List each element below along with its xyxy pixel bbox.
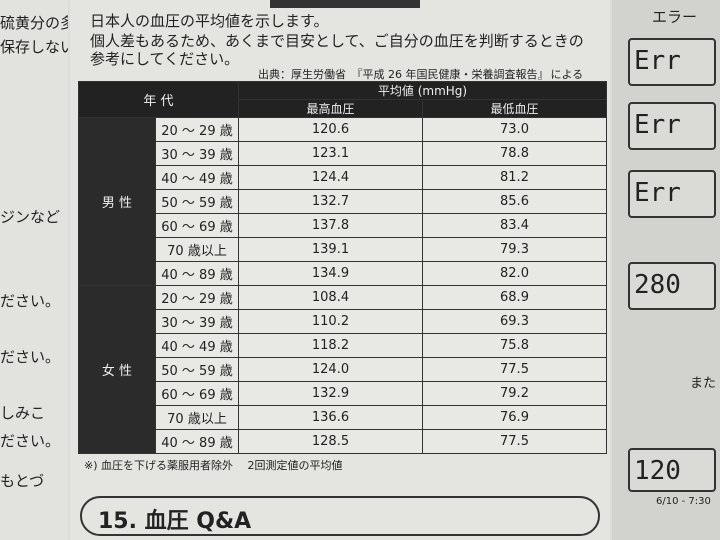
table-row: 50 ～ 59 歳 124.0 77.5 (79, 357, 607, 382)
systolic-cell: 124.0 (238, 357, 423, 382)
systolic-cell: 136.6 (238, 405, 423, 430)
intro-line: 日本人の血圧の平均値を示します。 (90, 12, 329, 30)
diastolic-cell: 79.2 (422, 381, 607, 406)
lcd-display: Err (628, 170, 716, 218)
section-title: 15. 血圧 Q&A (98, 509, 252, 534)
source-prefix: 出典：厚生労働省 (258, 68, 346, 81)
table-row: 70 歳以上 136.6 76.9 (79, 405, 607, 430)
lcd-display: 280 (628, 262, 716, 310)
left-fragment: もとづ (0, 472, 45, 490)
header-diastolic: 最低血圧 (422, 99, 607, 118)
age-cell: 40 ～ 89 歳 (155, 261, 239, 286)
diastolic-cell: 76.9 (422, 405, 607, 430)
age-cell: 30 ～ 39 歳 (155, 309, 239, 334)
diastolic-cell: 68.9 (422, 285, 607, 310)
source-suffix: による (550, 68, 584, 81)
systolic-cell: 137.8 (238, 213, 423, 238)
age-cell: 70 歳以上 (155, 237, 239, 262)
table-row: 30 ～ 39 歳 110.2 69.3 (79, 309, 607, 334)
diastolic-cell: 82.0 (422, 261, 607, 286)
diastolic-cell: 77.5 (422, 357, 607, 382)
lcd-display: Err (628, 38, 716, 86)
sex-group-label: 女 性 (78, 285, 156, 454)
systolic-cell: 132.7 (238, 189, 423, 214)
right-page-strip: エラー Err Err Err 280 また 120 6/10 - 7:30 (612, 0, 720, 540)
age-cell: 50 ～ 59 歳 (155, 189, 239, 214)
diastolic-cell: 75.8 (422, 333, 607, 358)
diastolic-cell: 85.6 (422, 189, 607, 214)
age-cell: 60 ～ 69 歳 (155, 213, 239, 238)
lcd-text: Err (634, 46, 681, 76)
diastolic-cell: 79.3 (422, 237, 607, 262)
header-average: 平均値 (mmHg) (238, 81, 607, 100)
header-systolic: 最高血圧 (238, 99, 423, 118)
left-fragment: ジンなど (0, 208, 61, 226)
table-row: 40 ～ 49 歳 124.4 81.2 (79, 165, 607, 190)
table-row: 女 性 20 ～ 29 歳 108.4 68.9 (78, 285, 607, 454)
diastolic-cell: 81.2 (422, 165, 607, 190)
diastolic-cell: 69.3 (422, 309, 607, 334)
systolic-cell: 118.2 (238, 333, 423, 358)
systolic-cell: 108.4 (238, 285, 423, 310)
age-cell: 50 ～ 59 歳 (155, 357, 239, 382)
systolic-cell: 120.6 (238, 117, 423, 142)
age-cell: 20 ～ 29 歳 (155, 117, 239, 142)
manual-page: 日本人の血圧の平均値を示します。 個人差もあるため、あくまで目安として、ご自分の… (70, 0, 610, 540)
table-row: 40 ～ 49 歳 118.2 75.8 (79, 333, 607, 358)
diastolic-cell: 73.0 (422, 117, 607, 142)
systolic-cell: 128.5 (238, 429, 423, 454)
age-cell: 20 ～ 29 歳 (155, 285, 239, 310)
left-fragment: ださい。 (0, 432, 61, 450)
intro-line: 参考にしてください。 (90, 50, 240, 68)
blood-pressure-table: 年 代 平均値 (mmHg) 最高血圧 最低血圧 男 性 20 ～ 29 歳 120… (78, 81, 607, 454)
right-text: また (690, 376, 717, 391)
diastolic-cell: 78.8 (422, 141, 607, 166)
age-cell: 70 歳以上 (155, 405, 239, 430)
age-cell: 40 ～ 49 歳 (155, 333, 239, 358)
left-page-strip: 硫黄分の多 保存しない ジンなど ださい。 ださい。 しみこ ださい。 もとづ (0, 0, 68, 540)
lcd-display: Err (628, 102, 716, 150)
heading-remnant (270, 0, 420, 8)
lcd-display: 120 (628, 448, 716, 492)
age-cell: 60 ～ 69 歳 (155, 381, 239, 406)
left-fragment: しみこ (0, 404, 46, 422)
table-row: 50 ～ 59 歳 132.7 85.6 (79, 189, 607, 214)
systolic-cell: 123.1 (238, 141, 423, 166)
table-row: 40 ～ 89 歳 128.5 77.5 (79, 429, 607, 454)
lcd-text: Err (634, 178, 681, 208)
table-row: 60 ～ 69 歳 137.8 83.4 (79, 213, 607, 238)
source-title: 平成 26 年国民健康・栄養調査報告 (362, 68, 538, 81)
sex-group-label: 男 性 (78, 117, 156, 286)
left-fragment: 硫黄分の多 (0, 14, 68, 32)
left-fragment: 保存しない (0, 38, 68, 56)
table-row: 60 ～ 69 歳 132.9 79.2 (79, 381, 607, 406)
table-row: 30 ～ 39 歳 123.1 78.8 (79, 141, 607, 166)
lcd-reading: 120 (634, 456, 681, 486)
systolic-cell: 124.4 (238, 165, 423, 190)
age-cell: 40 ～ 89 歳 (155, 429, 239, 454)
right-header: エラー (652, 8, 698, 26)
footnote: ※) 血圧を下げる薬服用者除外 2回測定値の平均値 (84, 459, 343, 472)
age-cell: 40 ～ 49 歳 (155, 165, 239, 190)
left-fragment: ださい。 (0, 292, 61, 310)
lcd-text: 280 (634, 270, 681, 300)
left-fragment: ださい。 (0, 348, 61, 366)
header-age: 年 代 (78, 81, 239, 118)
source-citation: 出典：厚生労働省 『平成 26 年国民健康・栄養調査報告』 による (258, 68, 584, 81)
lcd-date: 6/10 - 7:30 (656, 496, 711, 507)
age-cell: 30 ～ 39 歳 (155, 141, 239, 166)
systolic-cell: 139.1 (238, 237, 423, 262)
systolic-cell: 110.2 (238, 309, 423, 334)
section-title-box: 15. 血圧 Q&A (80, 496, 600, 536)
table-row: 男 性 20 ～ 29 歳 120.6 73.0 (78, 117, 607, 286)
lcd-text: Err (634, 110, 681, 140)
table-row: 70 歳以上 139.1 79.3 (79, 237, 607, 262)
diastolic-cell: 83.4 (422, 213, 607, 238)
diastolic-cell: 77.5 (422, 429, 607, 454)
systolic-cell: 134.9 (238, 261, 423, 286)
table-row: 40 ～ 89 歳 134.9 82.0 (79, 261, 607, 286)
intro-line: 個人差もあるため、あくまで目安として、ご自分の血圧を判断するときの (90, 32, 584, 50)
systolic-cell: 132.9 (238, 381, 423, 406)
